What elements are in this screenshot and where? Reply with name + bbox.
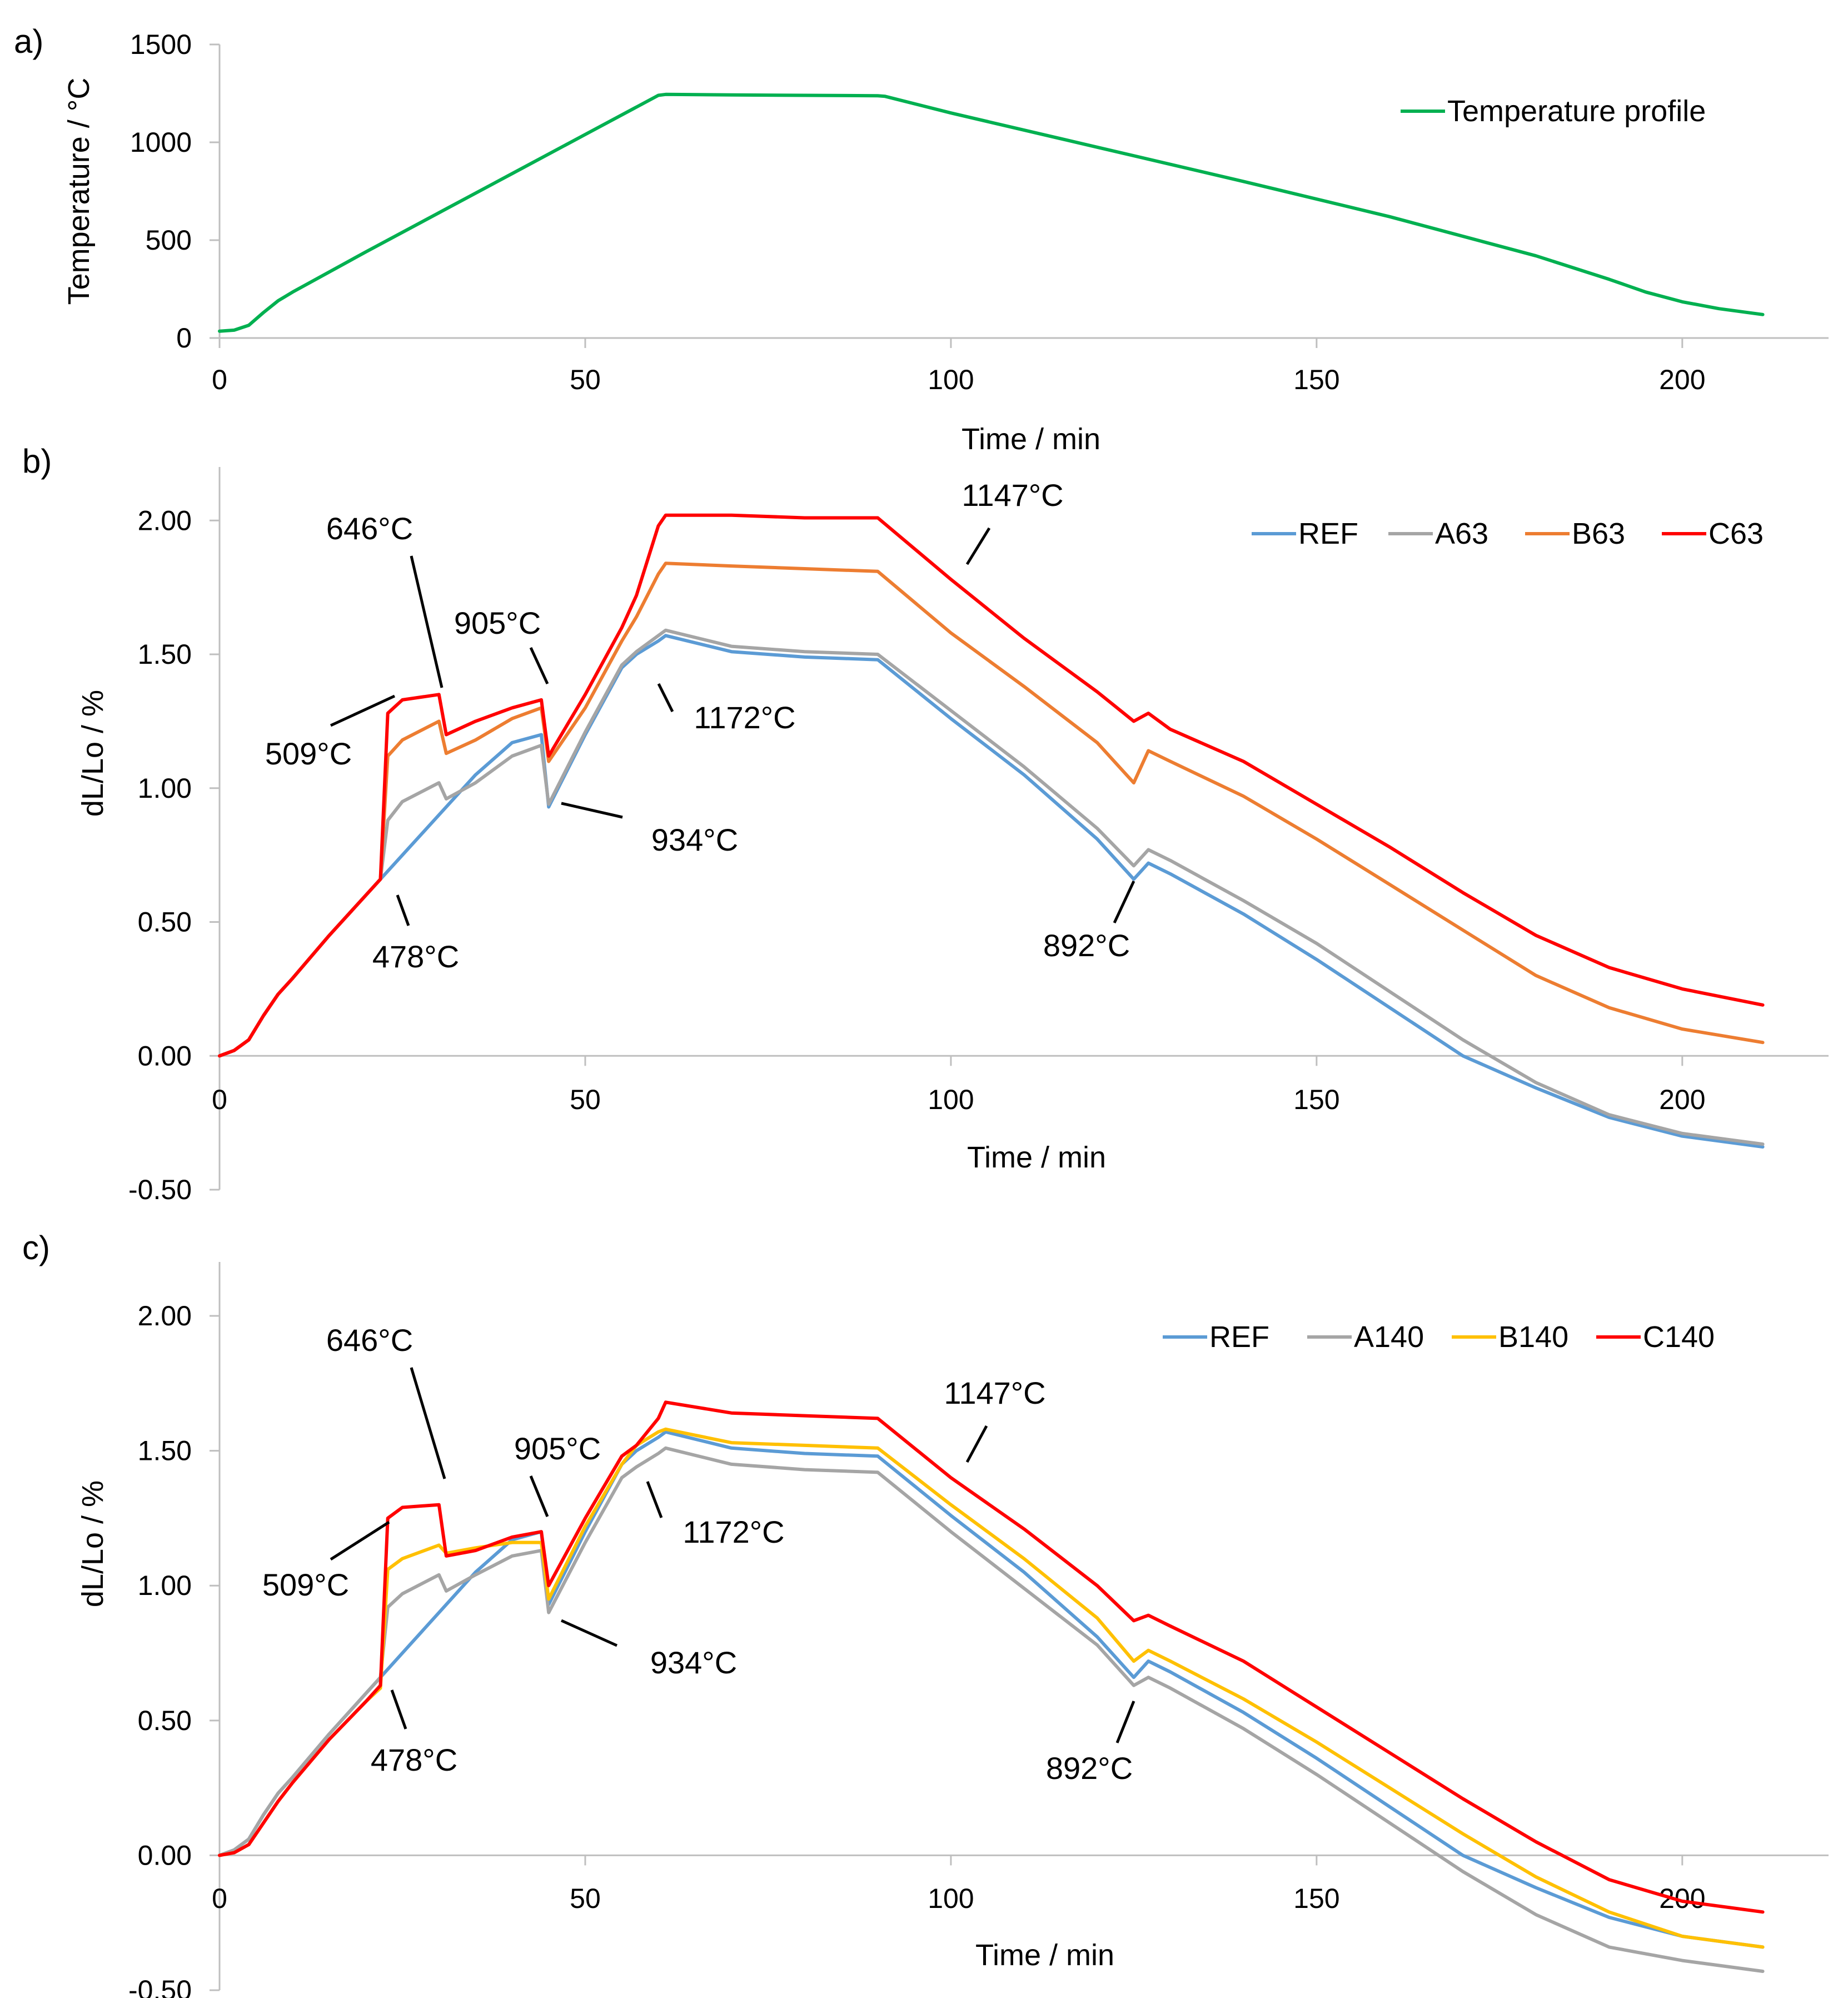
legend-label-a140: A140 (1354, 1320, 1424, 1354)
y-tick-label: 0.50 (138, 907, 192, 938)
x-tick-label: 0 (212, 364, 227, 395)
y-tick-label: -0.50 (128, 1174, 192, 1205)
series-line-temperature profile (218, 92, 1765, 333)
annotation-leader-line (965, 1425, 988, 1463)
series-line-ref (218, 1430, 1765, 1949)
annotation-label: 1147°C (962, 478, 1063, 513)
x-tick-label: 0 (212, 1883, 227, 1914)
x-tick-label: 50 (570, 1883, 601, 1914)
panel-label: c) (22, 1229, 50, 1266)
x-tick-label: 100 (928, 1883, 974, 1914)
annotation-label: 478°C (371, 1742, 457, 1777)
y-tick-label: 0.50 (138, 1705, 192, 1736)
annotation-label: 905°C (514, 1431, 601, 1466)
x-axis-title: Time / min (967, 1141, 1106, 1174)
annotation-label: 509°C (262, 1567, 349, 1602)
annotation-leader-line (1113, 880, 1135, 924)
y-tick-label: 500 (146, 225, 192, 256)
x-tick-label: 50 (570, 364, 601, 395)
chart-panel-c: c) -0.50 0.00 0.50 1.00 1.50 2.00 0 50 100 150 200 T… (22, 1229, 1829, 1998)
chart-panel-b: b) -0.50 0.00 0.50 1.00 1.50 2.00 0 50 100 150 200 T… (22, 443, 1829, 1205)
y-axis-title: dL/Lo / % (76, 690, 109, 817)
annotation-leader-line (390, 1689, 407, 1729)
y-tick-label: 1000 (130, 127, 192, 158)
annotation-label: 892°C (1043, 928, 1130, 963)
y-tick-label: 0.00 (138, 1840, 192, 1871)
annotation-leader-line (410, 1367, 446, 1479)
annotation-label: 646°C (326, 1323, 413, 1358)
annotation-label: 646°C (326, 511, 413, 546)
annotation-label: 1172°C (694, 700, 795, 735)
chart-panel-a: a) 0 500 1000 1500 0 50 100 150 200 Time / min Temp… (14, 23, 1829, 456)
legend-label-c63: C63 (1708, 517, 1764, 550)
x-tick-label: 200 (1659, 1084, 1705, 1115)
annotation-leader-line (330, 1520, 390, 1561)
annotation-label: 1172°C (683, 1514, 784, 1549)
x-tick-label: 150 (1293, 364, 1339, 395)
annotation-leader-line (965, 527, 991, 565)
series-line-ref (218, 634, 1765, 1149)
x-tick-label: 150 (1293, 1883, 1339, 1914)
y-tick-label: 1.00 (138, 773, 192, 804)
annotation-label: 892°C (1046, 1751, 1133, 1786)
annotation-leader-line (410, 555, 444, 688)
annotation-leader-line (657, 683, 674, 713)
y-tick-label: 2.00 (138, 505, 192, 536)
panel-label: a) (14, 23, 43, 60)
x-tick-label: 100 (928, 1084, 974, 1115)
y-tick-label: 0.00 (138, 1040, 192, 1071)
annotation-label: 934°C (651, 822, 738, 857)
annotation-leader-line (330, 694, 396, 727)
panel-label: b) (22, 443, 52, 480)
series-line-c140 (218, 1400, 1765, 1914)
y-axis-title: dL/Lo / % (76, 1480, 109, 1607)
legend-label-a63: A63 (1435, 517, 1488, 550)
annotation-leader-line (561, 802, 623, 819)
legend-label-ref: REF (1209, 1320, 1269, 1354)
x-axis-title: Time / min (962, 423, 1100, 456)
y-tick-label: 0 (176, 322, 192, 354)
y-tick-label: 1.50 (138, 1435, 192, 1467)
legend-label-c140: C140 (1643, 1320, 1715, 1354)
annotation-leader-line (560, 1619, 618, 1647)
legend-label-temperature profile: Temperature profile (1447, 95, 1706, 128)
y-tick-label: -0.50 (128, 1975, 192, 1998)
x-tick-label: 200 (1659, 1883, 1705, 1914)
legend-label-b63: B63 (1572, 517, 1625, 550)
annotation-leader-line (529, 1475, 549, 1517)
x-tick-label: 0 (212, 1084, 227, 1115)
x-tick-label: 200 (1659, 364, 1705, 395)
annotation-label: 905°C (454, 605, 541, 640)
annotation-label: 934°C (650, 1645, 737, 1680)
series-line-a140 (218, 1446, 1765, 1973)
x-tick-label: 50 (570, 1084, 601, 1115)
legend-label-b140: B140 (1498, 1320, 1568, 1354)
x-tick-label: 150 (1293, 1084, 1339, 1115)
legend-label-ref: REF (1298, 517, 1358, 550)
annotation-leader-line (396, 894, 410, 926)
y-tick-label: 1500 (130, 29, 192, 60)
y-axis-title: Temperature / °C (62, 78, 96, 305)
series-line-a63 (218, 628, 1765, 1146)
annotation-label: 1147°C (944, 1375, 1045, 1410)
annotation-leader-line (529, 647, 549, 685)
annotation-label: 478°C (372, 939, 459, 974)
series-line-b63 (218, 561, 1765, 1058)
y-tick-label: 1.50 (138, 639, 192, 670)
annotation-label: 509°C (265, 736, 352, 771)
x-axis-title: Time / min (975, 1939, 1114, 1972)
series-line-c63 (218, 513, 1765, 1058)
annotation-leader-line (1115, 1701, 1135, 1743)
y-tick-label: 2.00 (138, 1300, 192, 1331)
x-tick-label: 100 (928, 364, 974, 395)
annotation-leader-line (646, 1481, 663, 1518)
y-tick-label: 1.00 (138, 1570, 192, 1601)
